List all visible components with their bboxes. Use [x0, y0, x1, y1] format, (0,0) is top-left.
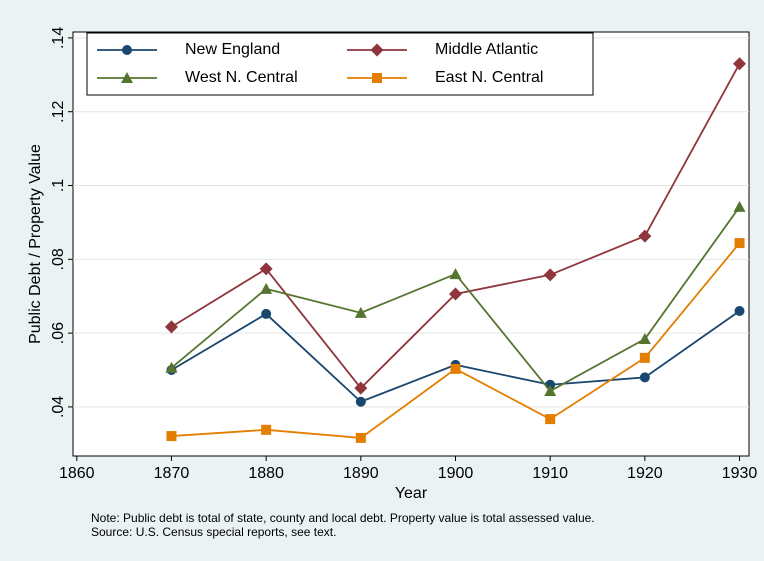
marker — [543, 268, 557, 282]
marker — [355, 432, 366, 443]
y-tick-label: .12 — [50, 100, 67, 122]
marker — [261, 424, 272, 435]
marker — [734, 305, 745, 316]
marker — [448, 287, 462, 301]
marker — [639, 372, 650, 383]
marker — [261, 308, 272, 319]
y-tick-label: .14 — [50, 27, 67, 49]
y-tick-label: .08 — [50, 248, 67, 270]
marker — [121, 72, 133, 83]
note: Source: U.S. Census special reports, see… — [91, 525, 336, 539]
marker — [449, 268, 462, 280]
x-tick-label: 1910 — [532, 465, 568, 482]
marker — [354, 381, 368, 395]
marker — [734, 238, 745, 249]
marker — [165, 361, 178, 373]
marker — [122, 45, 132, 55]
marker — [372, 73, 382, 83]
marker — [450, 363, 461, 374]
plot-area — [72, 31, 750, 457]
marker — [638, 333, 651, 345]
x-tick-label: 1860 — [59, 465, 95, 482]
marker — [639, 352, 650, 363]
x-tick-label: 1930 — [722, 465, 758, 482]
y-tick-label: .06 — [50, 322, 67, 344]
x-tick-label: 1920 — [627, 465, 663, 482]
x-tick-label: 1880 — [248, 465, 284, 482]
marker — [355, 396, 366, 407]
marker — [259, 262, 273, 276]
marker — [164, 320, 178, 334]
marker — [260, 282, 273, 294]
marker — [545, 414, 556, 425]
note: Note: Public debt is total of state, cou… — [91, 511, 595, 525]
marker — [166, 431, 177, 442]
marker — [638, 229, 652, 243]
legend-label: East N. Central — [435, 69, 543, 86]
marker — [733, 57, 747, 71]
marker — [354, 306, 367, 318]
legend-label: West N. Central — [185, 69, 298, 86]
y-tick-label: .04 — [50, 396, 67, 418]
marker — [733, 200, 746, 212]
x-tick-label: 1900 — [438, 465, 474, 482]
y-axis-label: Public Debt / Property Value — [27, 144, 44, 344]
legend-box — [86, 32, 594, 96]
y-tick-label: .1 — [50, 179, 67, 192]
x-axis-label: Year — [395, 485, 428, 502]
marker — [370, 43, 384, 57]
x-tick-label: 1870 — [154, 465, 190, 482]
legend-label: Middle Atlantic — [435, 41, 538, 58]
x-tick-label: 1890 — [343, 465, 379, 482]
legend-label: New England — [185, 41, 280, 58]
marker — [544, 385, 557, 397]
